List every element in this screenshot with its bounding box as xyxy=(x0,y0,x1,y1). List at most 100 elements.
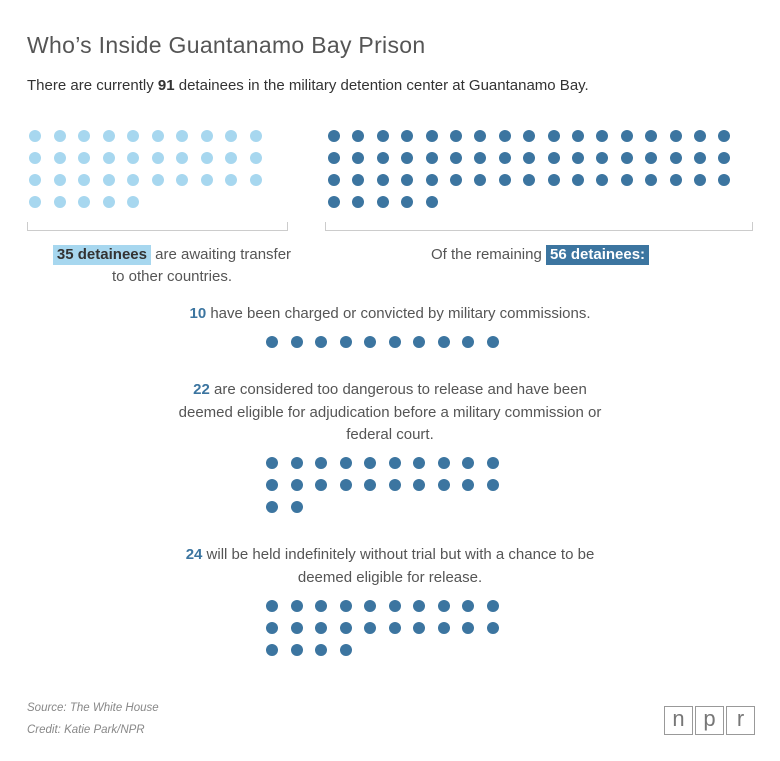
remaining-dot xyxy=(596,174,609,186)
remaining-dot xyxy=(523,130,536,142)
adjudication-dot xyxy=(437,457,450,469)
group-adjudication-line3: federal court. xyxy=(346,426,434,443)
charged-dot xyxy=(290,336,303,348)
charged-dot xyxy=(486,336,499,348)
indefinite-dot xyxy=(315,622,327,634)
awaiting-transfer-dot xyxy=(127,196,139,208)
awaiting-transfer-dot xyxy=(225,174,237,186)
indefinite-dot xyxy=(486,600,499,612)
remaining-dot xyxy=(376,174,389,186)
indefinite-dot xyxy=(364,622,376,634)
indefinite-dot xyxy=(388,622,401,634)
indefinite-dot xyxy=(315,644,327,656)
adjudication-dot xyxy=(290,457,303,469)
remaining-dot xyxy=(645,152,658,164)
charged-dot xyxy=(364,336,376,348)
remaining-dot xyxy=(523,152,536,164)
group-charged-line1: have been charged or convicted by milita… xyxy=(206,305,591,322)
indefinite-dot xyxy=(290,622,303,634)
highlight-awaiting-transfer: 35 detainees xyxy=(52,245,151,265)
awaiting-transfer-dot xyxy=(249,130,262,142)
indefinite-dot xyxy=(462,622,474,634)
highlight-remaining: 56 detainees: xyxy=(546,245,650,265)
charged-dot xyxy=(266,336,278,348)
group-charged-text: 10 have been charged or convicted by mil… xyxy=(0,303,780,326)
indefinite-dot xyxy=(315,600,327,612)
remaining-dot xyxy=(523,174,536,186)
awaiting-transfer-dot xyxy=(102,196,115,208)
adjudication-dot xyxy=(437,479,450,491)
remaining-dot xyxy=(694,152,706,164)
indefinite-dot xyxy=(266,600,278,612)
indefinite-dot xyxy=(266,622,278,634)
remaining-dot xyxy=(352,130,365,142)
charged-dot xyxy=(388,336,401,348)
caption-awaiting-transfer: 35 detainees are awaiting transfer to ot… xyxy=(27,244,317,288)
remaining-dot xyxy=(425,174,438,186)
remaining-dot xyxy=(645,130,658,142)
logo-letter-p: p xyxy=(695,706,724,735)
charged-dot xyxy=(462,336,474,348)
awaiting-transfer-dot xyxy=(200,130,213,142)
remaining-dot xyxy=(352,152,365,164)
subtitle-pre: There are currently xyxy=(27,77,158,94)
remaining-dot xyxy=(694,174,706,186)
remaining-dot xyxy=(669,174,682,186)
remaining-dot xyxy=(498,130,511,142)
caption-awaiting-line1: are awaiting transfer xyxy=(150,246,292,263)
remaining-dot xyxy=(450,174,462,186)
subtitle-count: 91 xyxy=(157,77,175,94)
adjudication-dot xyxy=(486,479,499,491)
remaining-dot xyxy=(547,152,560,164)
remaining-dot xyxy=(718,174,731,186)
adjudication-dot xyxy=(266,479,278,491)
awaiting-transfer-dot xyxy=(127,174,139,186)
remaining-dot xyxy=(401,130,414,142)
subtitle-post: detainees in the military detention cent… xyxy=(174,77,589,94)
awaiting-transfer-dot xyxy=(176,174,188,186)
chart-title: Who’s Inside Guantanamo Bay Prison xyxy=(27,32,426,58)
indefinite-dot xyxy=(339,622,352,634)
group-adjudication-count: 22 xyxy=(193,381,210,398)
group-adjudication-line2: deemed eligible for adjudication before … xyxy=(178,403,602,421)
remaining-dot xyxy=(547,174,560,186)
remaining-dot xyxy=(498,152,511,164)
charged-dot xyxy=(315,336,327,348)
indefinite-dot xyxy=(437,600,450,612)
remaining-dot xyxy=(425,196,438,208)
awaiting-transfer-dot xyxy=(78,174,90,186)
indefinite-dot xyxy=(339,600,352,612)
awaiting-transfer-dot xyxy=(225,130,237,142)
adjudication-dot xyxy=(388,479,401,491)
remaining-dot xyxy=(620,152,633,164)
awaiting-transfer-dot xyxy=(53,196,66,208)
remaining-dot xyxy=(474,152,487,164)
adjudication-dot xyxy=(413,457,425,469)
indefinite-dot xyxy=(339,644,352,656)
remaining-dot xyxy=(669,152,682,164)
awaiting-transfer-dot xyxy=(200,152,213,164)
remaining-dot xyxy=(596,130,609,142)
caption-remaining-pre: Of the remaining xyxy=(430,246,546,263)
logo-letter-n: n xyxy=(664,706,693,735)
remaining-dot xyxy=(328,196,340,208)
remaining-dot xyxy=(376,152,389,164)
awaiting-transfer-dot xyxy=(53,174,66,186)
awaiting-transfer-dot xyxy=(29,130,41,142)
adjudication-dot xyxy=(290,501,303,513)
awaiting-transfer-dot xyxy=(78,152,90,164)
indefinite-dot xyxy=(266,644,278,656)
indefinite-dot xyxy=(413,600,425,612)
credit-note: Credit: Katie Park/NPR xyxy=(27,724,145,736)
adjudication-dot xyxy=(462,479,474,491)
remaining-dot xyxy=(474,174,487,186)
group-adjudication-line1: are considered too dangerous to release … xyxy=(209,381,587,398)
indefinite-dot xyxy=(290,600,303,612)
adjudication-dot xyxy=(339,479,352,491)
awaiting-transfer-dot xyxy=(151,130,164,142)
remaining-dot xyxy=(328,130,340,142)
group-charged-count: 10 xyxy=(189,305,207,322)
adjudication-dot xyxy=(388,457,401,469)
remaining-dot xyxy=(596,152,609,164)
remaining-dot xyxy=(328,174,340,186)
